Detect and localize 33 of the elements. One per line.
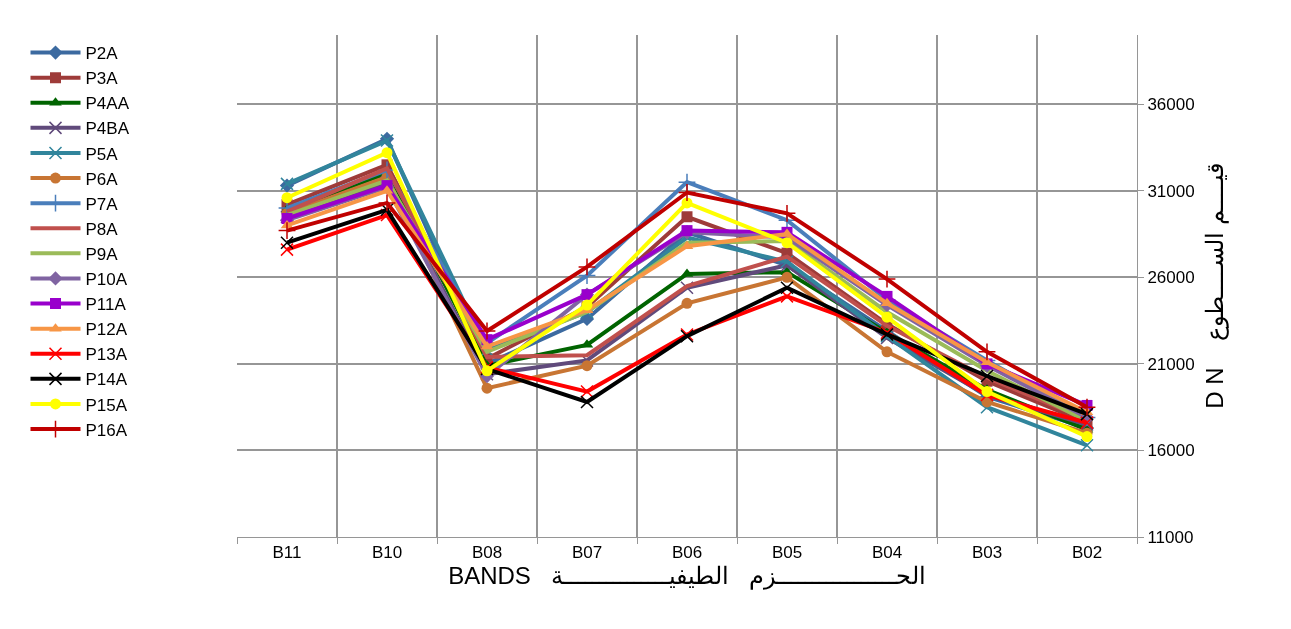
x-axis-title: BANDS الحـــــــــــــــــزم الطيفيـــــــــــــــة: [448, 562, 926, 591]
x-tick-label: B07: [571, 543, 603, 563]
legend-label: P9A: [85, 244, 119, 264]
x-tick-label: B08: [471, 543, 503, 563]
x-tick-label: B05: [771, 543, 803, 563]
legend-label: P14A: [85, 370, 128, 390]
legend-label: P8A: [85, 219, 119, 239]
legend-label: P6A: [85, 169, 119, 189]
x-tick-label: B03: [971, 543, 1003, 563]
legend-label: P15A: [85, 395, 128, 415]
legend-label: P11A: [85, 295, 127, 315]
x-tick-label: B11: [272, 543, 302, 563]
x-tick-label: B04: [871, 543, 903, 563]
legend-label: P12A: [85, 320, 128, 340]
x-tick-label: B06: [671, 543, 703, 563]
legend-label: P16A: [85, 420, 128, 440]
y-axis-title: D N قيــــم الســــطوع: [1200, 163, 1229, 409]
x-tick-label: B02: [1071, 543, 1103, 563]
legend-label: P2A: [85, 44, 119, 64]
legend-label: P10A: [85, 270, 128, 290]
legend-label: P7A: [85, 194, 119, 214]
legend-label: P13A: [85, 345, 128, 365]
y-tick-label: 21000: [1147, 354, 1195, 374]
y-tick-label: 11000: [1147, 527, 1194, 547]
y-tick-label: 31000: [1147, 181, 1195, 201]
legend-label: P5A: [85, 144, 119, 164]
legend-label: P4AA: [85, 94, 130, 114]
legend-label: P4BA: [85, 119, 130, 139]
legend-label: P3A: [85, 69, 119, 89]
y-tick-label: 16000: [1147, 441, 1195, 461]
y-tick-label: 26000: [1147, 268, 1195, 288]
y-tick-label: 36000: [1147, 95, 1195, 115]
x-tick-label: B10: [371, 543, 403, 563]
